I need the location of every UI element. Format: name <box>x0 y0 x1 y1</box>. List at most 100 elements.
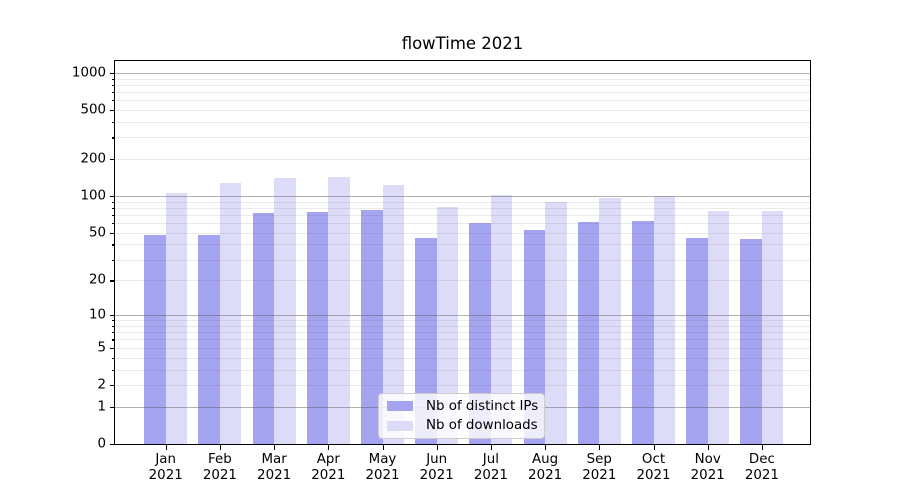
legend-label-distinct-ips: Nb of distinct IPs <box>426 398 539 414</box>
x-tick-label-sep: Sep 2021 <box>582 452 617 483</box>
x-tick-apr <box>328 445 330 450</box>
y-tick-0 <box>110 444 115 446</box>
gridline-minor-90 <box>115 201 810 203</box>
gridline-minor-40 <box>115 244 810 246</box>
y-tick-label-5: 5 <box>97 340 106 356</box>
x-tick-sep <box>599 445 601 450</box>
gridline-minor-900 <box>115 78 810 80</box>
y-tick-label-50: 50 <box>88 225 106 241</box>
y-minortick-800 <box>112 84 115 86</box>
gridline-minor-70 <box>115 214 810 216</box>
x-tick-label-jan: Jan 2021 <box>148 452 183 483</box>
y-minortick-60 <box>112 223 115 225</box>
y-tick-20 <box>110 280 115 282</box>
gridline-minor-80 <box>115 207 810 209</box>
bar-downloads-apr <box>328 177 350 444</box>
y-tick-50 <box>110 232 115 234</box>
gridline-minor-300 <box>115 137 810 139</box>
bar-downloads-feb <box>219 183 242 444</box>
x-tick-label-nov: Nov 2021 <box>690 452 725 483</box>
gridline-minor-500 <box>115 110 810 112</box>
y-minortick-80 <box>112 207 115 210</box>
y-minortick-70 <box>112 214 115 217</box>
y-tick-1 <box>110 406 115 408</box>
legend-label-downloads: Nb of downloads <box>426 418 538 434</box>
x-tick-label-oct: Oct 2021 <box>636 452 671 483</box>
y-tick-label-0: 0 <box>97 436 106 452</box>
y-tick-100 <box>110 196 115 198</box>
bar-distinct-ips-may <box>361 209 383 444</box>
x-tick-jan <box>165 445 167 450</box>
y-minortick-3 <box>112 369 115 371</box>
y-minortick-8 <box>112 325 115 328</box>
x-tick-jul <box>490 445 493 450</box>
y-tick-2 <box>110 384 115 387</box>
y-minortick-300 <box>112 137 115 139</box>
x-tick-label-aug: Aug 2021 <box>528 452 563 483</box>
y-tick-label-100: 100 <box>80 188 106 204</box>
gridline-minor-700 <box>115 91 810 93</box>
x-tick-aug <box>545 445 547 450</box>
y-minortick-9 <box>112 320 115 322</box>
bar-downloads-jul <box>490 195 513 444</box>
x-tick-label-dec: Dec 2021 <box>744 452 779 483</box>
plot-area: Nb of distinct IPs Nb of downloads <box>114 60 811 445</box>
bar-downloads-aug <box>545 201 567 444</box>
y-minortick-900 <box>112 78 115 80</box>
bar-distinct-ips-jan <box>144 234 166 444</box>
legend-swatch-distinct-ips <box>387 400 413 412</box>
gridline-major-10 <box>115 315 810 317</box>
legend-swatch-downloads <box>387 420 413 432</box>
y-tick-label-2: 2 <box>97 377 106 393</box>
legend-entry-distinct-ips: Nb of distinct IPs <box>387 399 544 414</box>
gridline-minor-5 <box>115 347 810 349</box>
y-minortick-90 <box>112 201 115 203</box>
bar-downloads-jan <box>165 193 188 444</box>
x-tick-may <box>382 445 384 450</box>
x-tick-label-apr: Apr 2021 <box>311 452 346 483</box>
gridline-minor-60 <box>115 223 810 225</box>
y-minortick-700 <box>112 91 115 94</box>
y-tick-5 <box>110 347 115 349</box>
y-tick-label-20: 20 <box>88 272 106 288</box>
x-tick-dec <box>761 445 764 450</box>
x-tick-label-may: May 2021 <box>365 452 400 483</box>
x-tick-label-mar: Mar 2021 <box>257 452 292 483</box>
bar-downloads-jun <box>436 207 459 444</box>
y-minortick-6 <box>112 339 115 341</box>
bar-distinct-ips-nov <box>686 238 708 444</box>
y-minortick-7 <box>112 332 115 334</box>
bar-distinct-ips-feb <box>198 234 220 444</box>
gridline-minor-6 <box>115 339 810 341</box>
gridline-major-100 <box>115 196 810 198</box>
x-tick-nov <box>707 445 709 450</box>
bars-layer <box>115 61 810 444</box>
gridline-minor-50 <box>115 232 810 234</box>
bar-downloads-may <box>382 184 404 444</box>
y-minortick-600 <box>112 100 115 102</box>
bar-downloads-mar <box>274 178 296 444</box>
bar-distinct-ips-dec <box>740 239 762 444</box>
y-tick-label-500: 500 <box>80 102 106 118</box>
grid-layer <box>115 61 810 444</box>
gridline-minor-800 <box>115 84 810 86</box>
chart-title: flowTime 2021 <box>401 34 524 53</box>
y-tick-label-1000: 1000 <box>71 65 106 81</box>
y-tick-10 <box>110 315 115 317</box>
y-tick-label-10: 10 <box>88 307 106 323</box>
bar-downloads-sep <box>599 198 621 444</box>
x-tick-label-jul: Jul 2021 <box>473 452 508 483</box>
x-tick-label-feb: Feb 2021 <box>202 452 237 483</box>
bar-downloads-nov <box>707 210 730 444</box>
gridline-minor-20 <box>115 280 810 282</box>
bar-distinct-ips-apr <box>306 212 329 444</box>
bar-distinct-ips-aug <box>523 229 546 444</box>
gridline-minor-600 <box>115 100 810 102</box>
bar-distinct-ips-sep <box>577 222 600 444</box>
y-tick-label-200: 200 <box>80 151 106 167</box>
gridline-major-1000 <box>115 72 810 74</box>
gridline-minor-4 <box>115 357 810 359</box>
gridline-minor-30 <box>115 259 810 261</box>
x-tick-jun <box>436 445 438 450</box>
